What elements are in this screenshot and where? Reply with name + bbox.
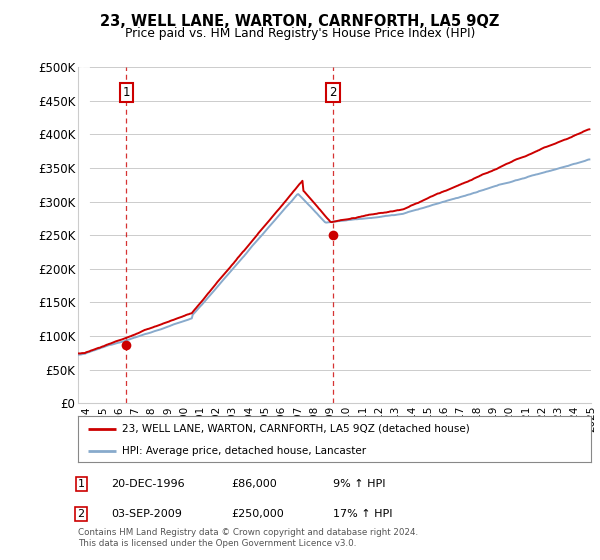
Text: 1: 1 xyxy=(77,479,85,489)
Text: 20-DEC-1996: 20-DEC-1996 xyxy=(111,479,185,489)
Text: 2: 2 xyxy=(329,86,337,99)
Text: Price paid vs. HM Land Registry's House Price Index (HPI): Price paid vs. HM Land Registry's House … xyxy=(125,27,475,40)
Text: HPI: Average price, detached house, Lancaster: HPI: Average price, detached house, Lanc… xyxy=(122,446,366,455)
Text: 23, WELL LANE, WARTON, CARNFORTH, LA5 9QZ (detached house): 23, WELL LANE, WARTON, CARNFORTH, LA5 9Q… xyxy=(122,424,469,434)
Text: £250,000: £250,000 xyxy=(231,509,284,519)
Text: 17% ↑ HPI: 17% ↑ HPI xyxy=(333,509,392,519)
Text: 23, WELL LANE, WARTON, CARNFORTH, LA5 9QZ: 23, WELL LANE, WARTON, CARNFORTH, LA5 9Q… xyxy=(100,14,500,29)
Text: 2: 2 xyxy=(77,509,85,519)
Text: Contains HM Land Registry data © Crown copyright and database right 2024.
This d: Contains HM Land Registry data © Crown c… xyxy=(78,528,418,548)
Text: 9% ↑ HPI: 9% ↑ HPI xyxy=(333,479,386,489)
Text: 03-SEP-2009: 03-SEP-2009 xyxy=(111,509,182,519)
Text: £86,000: £86,000 xyxy=(231,479,277,489)
Bar xyxy=(78,67,89,403)
Text: 1: 1 xyxy=(122,86,130,99)
